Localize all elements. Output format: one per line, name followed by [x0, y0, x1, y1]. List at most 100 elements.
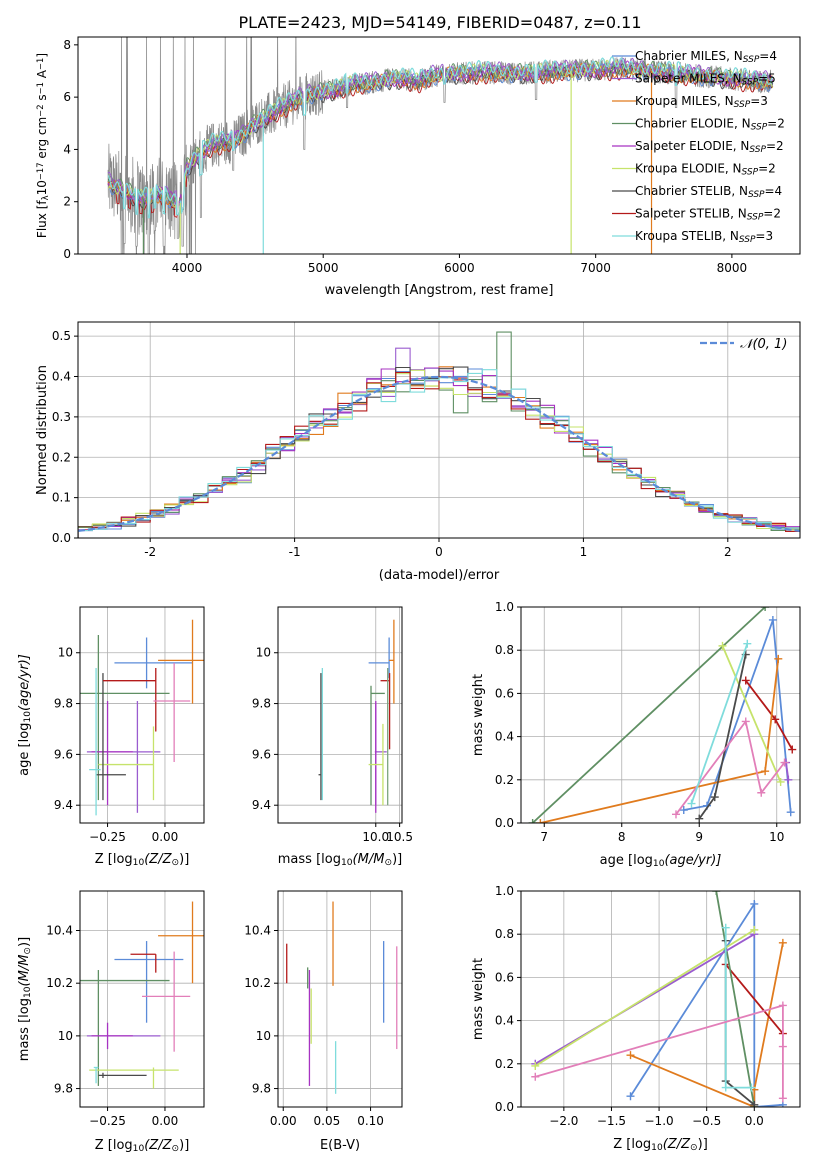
legend-label: Kroupa STELIB, NSSP=3 — [635, 229, 773, 245]
legend-label-part: Salpeter MILES, N — [635, 72, 742, 86]
y-tick-label: 4 — [63, 142, 71, 156]
y-tick-label: 10.4 — [244, 924, 271, 938]
weight-line — [690, 643, 749, 804]
axes-border — [79, 890, 205, 1108]
weight-marker — [679, 806, 688, 815]
mass-vs-ebv-axes: 0.00 0.05 0.10 9.8 10 10.2 10.4 E(B-V) — [244, 890, 403, 1153]
y-tick-label: 0.6 — [495, 970, 514, 984]
legend-label-part: SSP — [742, 78, 759, 88]
legend-label-part: =5 — [758, 72, 776, 86]
weight-line — [715, 891, 756, 1107]
weight-marker — [750, 1100, 759, 1107]
axes-border — [520, 890, 801, 1108]
x-axis-label-part: 10 — [653, 859, 665, 869]
x-axis-label: E(B-V) — [320, 1138, 360, 1153]
errorbar-point — [98, 1072, 147, 1079]
legend-label: Chabrier STELIB, NSSP=4 — [635, 184, 782, 200]
legend-label-part: Chabrier ELODIE, N — [635, 117, 751, 131]
weight-marker — [778, 1001, 787, 1010]
y-tick-label: 9.8 — [252, 1082, 271, 1096]
legend-label-part: Kroupa MILES, N — [635, 94, 734, 108]
y-tick-label: 0.2 — [495, 1057, 514, 1071]
x-tick-label: −1.5 — [597, 1114, 626, 1128]
errorbar-point — [89, 667, 101, 816]
x-tick-label: 0.10 — [357, 1114, 384, 1128]
x-tick-label: 10 — [769, 830, 784, 844]
axes-border — [520, 606, 801, 824]
x-tick-label: 8000 — [717, 261, 748, 275]
axes-border — [277, 606, 403, 824]
legend-label: 𝒩(0, 1) — [740, 337, 787, 352]
weight-marker — [531, 1072, 540, 1081]
weight-line — [535, 1004, 784, 1099]
legend-label-part: Salpeter ELODIE, N — [635, 139, 749, 153]
normal-curve — [78, 375, 800, 532]
plot-area — [107, 37, 774, 254]
histogram-salp_stelib — [78, 371, 800, 538]
y-tick-label: 0.6 — [495, 686, 514, 700]
residuals-axes: -2 -1 0 1 2 0.0 0.1 0.2 0.3 0.4 0.5 𝒩(0, 1) Normed d… — [35, 321, 801, 583]
observed-spectrum — [107, 37, 774, 254]
x-axis-label-part: Z [log — [95, 852, 133, 867]
y-axis-label-part: ⊙ — [23, 947, 33, 955]
x-axis-label-part: (age/yr)] — [664, 853, 721, 868]
x-axis-label: Z [log10(Z/Z⊙)] — [95, 1138, 190, 1154]
model-spectrum-krou_miles — [107, 63, 774, 219]
x-axis-label-part: 10 — [651, 1143, 663, 1153]
model-spectrum-krou_stelib — [107, 56, 774, 219]
x-tick-label: 0.00 — [152, 830, 179, 844]
x-tick-label: −1.0 — [645, 1114, 674, 1128]
weight-marker — [771, 715, 780, 724]
errorbar-point — [93, 1066, 99, 1084]
x-axis-label: wavelength [Angstrom, rest frame] — [325, 283, 554, 298]
figure-title: PLATE=2423, MJD=54149, FIBERID=0487, z=0… — [238, 13, 641, 32]
errorbar-point — [80, 634, 170, 801]
weight-marker — [710, 793, 719, 802]
y-axis-label-part: 10 — [23, 711, 33, 723]
weight-marker — [788, 745, 797, 754]
errorbar-point — [130, 953, 157, 973]
x-tick-label: −0.25 — [89, 830, 126, 844]
x-tick-label: 10.0 — [362, 830, 389, 844]
y-tick-label: 9.8 — [54, 1082, 73, 1096]
x-axis-label-part: 10 — [133, 858, 145, 868]
y-tick-label: 0.0 — [495, 1100, 514, 1114]
plot-area — [80, 901, 204, 1089]
weight-line — [725, 963, 784, 1035]
errorbar-point — [91, 1022, 133, 1050]
y-axis-label-part: −1 — [35, 58, 45, 70]
plot-area — [318, 619, 395, 813]
y-tick-label: 10.2 — [46, 976, 73, 990]
x-axis-label-part: )] — [179, 852, 189, 867]
y-tick-label: 10 — [256, 1029, 271, 1043]
errorbar-point — [370, 685, 385, 806]
y-axis-label: Normed distribution — [35, 365, 50, 495]
y-tick-label: 0.0 — [52, 531, 71, 545]
weight-line — [721, 645, 782, 783]
weight-line — [683, 619, 792, 813]
y-tick-label: 10 — [256, 646, 271, 660]
x-tick-label: -1 — [289, 545, 301, 559]
x-tick-label: −0.5 — [692, 1114, 721, 1128]
weight-marker — [741, 717, 750, 726]
plot-area — [531, 891, 787, 1107]
legend-label: Salpeter ELODIE, NSSP=2 — [635, 139, 784, 155]
spectrum-axes: 4000 5000 6000 7000 8000 0 2 4 6 8 Flux [fλ10−17 e… — [35, 36, 801, 298]
weight-line — [675, 719, 786, 815]
errorbar-point — [389, 619, 395, 704]
errorbar-point — [153, 662, 191, 763]
y-tick-label: 9.8 — [54, 697, 73, 711]
y-axis-label-part: erg cm — [35, 117, 49, 163]
weight-marker — [776, 777, 785, 786]
x-tick-label: 8 — [618, 830, 626, 844]
legend-label: Salpeter MILES, NSSP=5 — [635, 72, 776, 88]
weight-marker — [780, 758, 789, 767]
x-axis-label-part: Z [log — [95, 1138, 133, 1153]
legend-label: Chabrier ELODIE, NSSP=2 — [635, 117, 785, 133]
weight-marker — [672, 810, 680, 819]
x-axis-label-part: ⊙ — [690, 1143, 698, 1153]
